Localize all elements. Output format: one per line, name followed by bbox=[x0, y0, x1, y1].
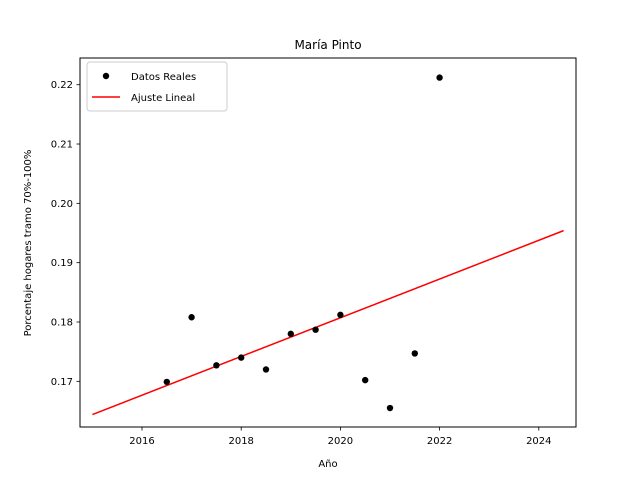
data-point bbox=[262, 366, 270, 373]
data-point bbox=[411, 350, 418, 357]
x-tick-label: 2016 bbox=[129, 436, 154, 447]
data-point bbox=[337, 311, 344, 319]
plot-area bbox=[92, 74, 564, 416]
data-point bbox=[188, 314, 195, 321]
x-tick-label: 2018 bbox=[228, 436, 253, 447]
x-tick-label: 2022 bbox=[427, 436, 452, 447]
chart-title: María Pinto bbox=[294, 38, 361, 52]
legend-marker-datos-reales bbox=[102, 72, 110, 80]
y-tick-label: 0.20 bbox=[51, 199, 73, 210]
data-point bbox=[312, 326, 319, 333]
x-axis-label: Año bbox=[318, 459, 337, 470]
legend-label-ajuste-lineal: Ajuste Lineal bbox=[131, 93, 195, 104]
y-tick-label: 0.18 bbox=[51, 317, 73, 328]
y-tick-label: 0.22 bbox=[51, 80, 73, 91]
x-tick-label: 2024 bbox=[526, 436, 551, 447]
x-tick-label: 2020 bbox=[328, 436, 353, 447]
data-point bbox=[213, 362, 220, 369]
y-axis: 0.17 0.18 0.19 0.20 0.21 0.22 bbox=[51, 80, 80, 388]
legend-label-datos-reales: Datos Reales bbox=[131, 72, 196, 83]
data-point bbox=[238, 354, 245, 361]
y-tick-label: 0.21 bbox=[51, 140, 73, 151]
data-point bbox=[287, 330, 294, 338]
x-axis: 2016 2018 2020 2022 2024 bbox=[129, 427, 552, 447]
data-point bbox=[436, 74, 443, 81]
fit-line bbox=[92, 229, 564, 416]
axes-frame bbox=[79, 57, 577, 428]
y-tick-label: 0.17 bbox=[51, 377, 73, 388]
data-point bbox=[362, 376, 369, 384]
legend-box bbox=[86, 61, 228, 112]
data-point bbox=[386, 404, 394, 412]
data-point bbox=[163, 378, 170, 386]
y-tick-label: 0.19 bbox=[51, 258, 73, 269]
legend: Datos Reales Ajuste Lineal bbox=[86, 61, 228, 112]
y-axis-label: Porcentaje hogares tramo 70%-100% bbox=[23, 150, 34, 337]
